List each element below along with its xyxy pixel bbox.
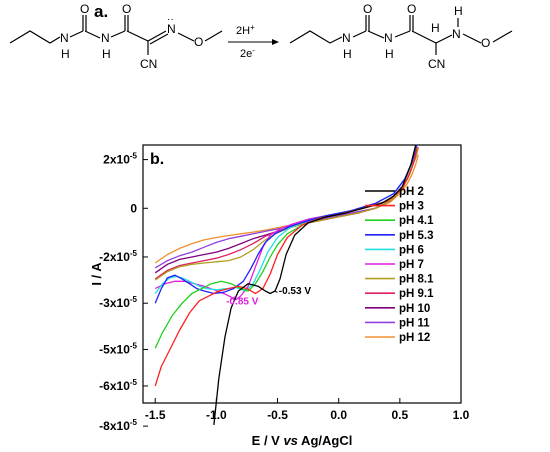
reactant-n3: N <box>167 22 176 36</box>
product-n3: N <box>452 27 461 41</box>
y-axis-label: I / A <box>89 262 104 286</box>
y-tick-label: 0 <box>130 201 137 215</box>
reagent-protons: 2H+ <box>236 23 255 37</box>
legend: pH 2 pH 3 pH 4.1 pH 5.3 pH 6 pH 7 pH 8.1 pH 9.1… <box>365 186 434 344</box>
voltammetry-chart: -1.5 -1.0 -0.5 0.0 0.5 1.0 2x10-5 0 -2x10-5 -3x1… <box>89 144 470 448</box>
legend-entry: pH 4.1 <box>399 215 434 227</box>
series-line-pH-9_1 <box>154 147 419 280</box>
reactant-h2: H <box>102 47 111 61</box>
reactant-bond-c-n2 <box>84 30 101 39</box>
product-n1: N <box>342 31 351 45</box>
reagent-electrons: 2e- <box>240 46 255 60</box>
reactant-bond-n-o <box>177 32 195 42</box>
y-axis: 2x10-5 0 -2x10-5 -3x10-5 -5x10-5 -6x10-5 -8x10… <box>99 152 148 433</box>
legend-entry: pH 7 <box>399 259 424 271</box>
x-tick-label: 1.0 <box>453 408 470 422</box>
x-tick-label: -1.0 <box>206 408 227 422</box>
reactant-o1: O <box>80 2 89 16</box>
reaction-scheme: a. N H O N H O N ·· O <box>9 2 513 71</box>
product-bond-nh-c <box>352 30 367 38</box>
plot-frame <box>142 144 462 404</box>
reactant-cn: CN <box>140 57 157 71</box>
legend-entry: pH 12 <box>399 332 430 344</box>
legend-entry: pH 6 <box>399 244 424 256</box>
x-tick-label: -0.5 <box>267 408 288 422</box>
panel-a-label: a. <box>94 2 108 21</box>
product-bond-o-me <box>492 30 513 43</box>
reactant-h1: H <box>61 47 70 61</box>
peak-annotation: -0.53 V <box>279 286 312 297</box>
reaction-arrow: 2H+ 2e- <box>228 23 279 60</box>
reactant-bond-n2-c <box>110 30 126 38</box>
legend-entry: pH 5.3 <box>399 230 434 242</box>
series-line-pH-5_3 <box>154 144 418 304</box>
annotations: -0.53 V -0.85 V <box>226 286 311 307</box>
panel-b-label: b. <box>150 151 164 168</box>
legend-entry: pH 9.1 <box>399 288 434 300</box>
reactant-ethyl-bond <box>9 30 61 44</box>
series-line-pH-8_1 <box>154 147 419 281</box>
x-tick-label: -1.5 <box>145 408 166 422</box>
legend-entry: pH 2 <box>399 186 424 198</box>
y-tick-label: -3x10-5 <box>99 295 137 310</box>
reactant-n2: N <box>101 31 110 45</box>
peak-annotation: -0.85 V <box>226 296 259 307</box>
reactant-atoms: N H O N H O N ·· O CN <box>60 2 203 71</box>
arrow-head <box>272 39 279 45</box>
product-ethyl-bond <box>289 30 343 44</box>
product-bond-n-o <box>462 33 482 44</box>
reactant-o2: O <box>122 2 131 16</box>
series-line-pH-7 <box>154 144 418 301</box>
x-tick-label: 0.5 <box>392 408 409 422</box>
x-axis-label: E / V vs Ag/AgCl <box>252 433 353 448</box>
product-atoms: N H O N H O H H N O CN <box>342 2 490 71</box>
reactant-imine-1 <box>147 30 167 42</box>
annotation-leader <box>230 295 237 300</box>
reactant-bond-o-me <box>204 30 223 42</box>
series-line-pH-3 <box>154 147 418 387</box>
product-structure <box>289 15 513 55</box>
product-o3: O <box>481 36 490 50</box>
y-tick-label: 2x10-5 <box>103 152 137 167</box>
product-h4: H <box>454 4 463 18</box>
product-bond-n2-c <box>394 30 411 38</box>
product-h2: H <box>385 47 394 61</box>
data-series <box>154 144 419 425</box>
product-o1: O <box>363 2 372 16</box>
product-cn: CN <box>428 57 445 71</box>
annotation-leader <box>273 290 278 293</box>
legend-entry: pH 11 <box>399 317 430 329</box>
y-tick-label: -8x10-5 <box>99 418 137 433</box>
reactant-bond-c-c <box>126 30 149 42</box>
reactant-n3-lone-pair: ·· <box>167 14 174 25</box>
product-o2: O <box>407 2 416 16</box>
y-tick-label: -5x10-5 <box>99 341 137 356</box>
series-line-pH-6 <box>154 144 418 294</box>
reactant-n1: N <box>60 31 69 45</box>
series-line-pH-4_1 <box>154 147 418 349</box>
legend-entry: pH 8.1 <box>399 274 434 286</box>
product-h3: H <box>431 21 440 35</box>
reactant-bond-nh-c <box>69 30 84 38</box>
product-n2: N <box>384 31 393 45</box>
x-tick-label: 0.0 <box>330 408 347 422</box>
series-line-pH-12 <box>154 154 419 264</box>
x-axis: -1.5 -1.0 -0.5 0.0 0.5 1.0 <box>145 398 470 422</box>
series-line-pH-2 <box>213 144 417 425</box>
product-h1: H <box>343 47 352 61</box>
reactant-imine-2 <box>149 33 169 45</box>
y-tick-label: -2x10-5 <box>99 249 137 264</box>
legend-entry: pH 10 <box>399 303 430 315</box>
product-bond-c-n <box>435 34 453 44</box>
legend-entry: pH 3 <box>399 201 424 213</box>
reactant-o3: O <box>194 35 203 49</box>
product-bond-c-c <box>411 30 437 44</box>
y-tick-label: -6x10-5 <box>99 378 137 393</box>
reactant-structure <box>9 15 223 55</box>
product-bond-c-n2 <box>367 30 385 39</box>
